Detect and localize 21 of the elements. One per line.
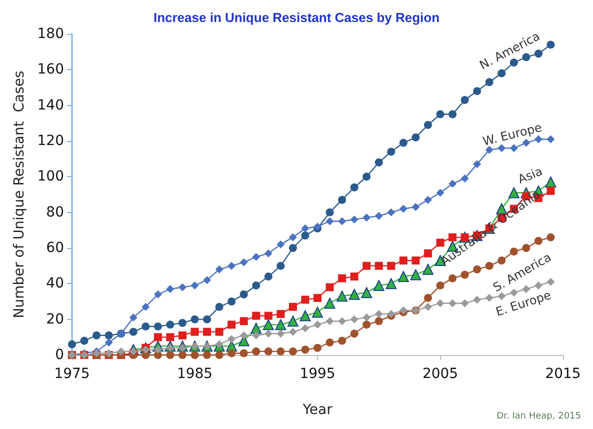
x-axis-title: Year (302, 402, 333, 418)
y-tick-label: 40 (46, 276, 64, 292)
y-tick-label: 20 (46, 311, 64, 328)
x-tick-label: 1985 (176, 366, 213, 382)
text: W. Europe (481, 120, 544, 148)
x-tick-label: 2015 (545, 366, 581, 382)
x-tick-label: 1975 (54, 366, 90, 382)
chart-title: Increase in Unique Resistant Cases by Region (153, 10, 440, 25)
y-tick-label: 0 (55, 347, 64, 363)
y-tick-label: 140 (37, 97, 64, 114)
text: Asia (516, 164, 544, 186)
y-tick-label: 160 (37, 62, 64, 78)
y-tick-label: 120 (37, 133, 64, 149)
text: Dr. Ian Heap, 2015 (496, 412, 582, 422)
y-tick-label: 60 (46, 240, 64, 256)
x-tick-label: 2005 (422, 366, 458, 382)
x-tick-label: 1995 (300, 366, 336, 382)
y-tick-label: 80 (46, 204, 64, 220)
y-tick-label: 100 (37, 168, 64, 185)
y-tick-label: 180 (37, 26, 64, 42)
y-axis-title: Number of Unique Resistant Cases (11, 70, 28, 318)
